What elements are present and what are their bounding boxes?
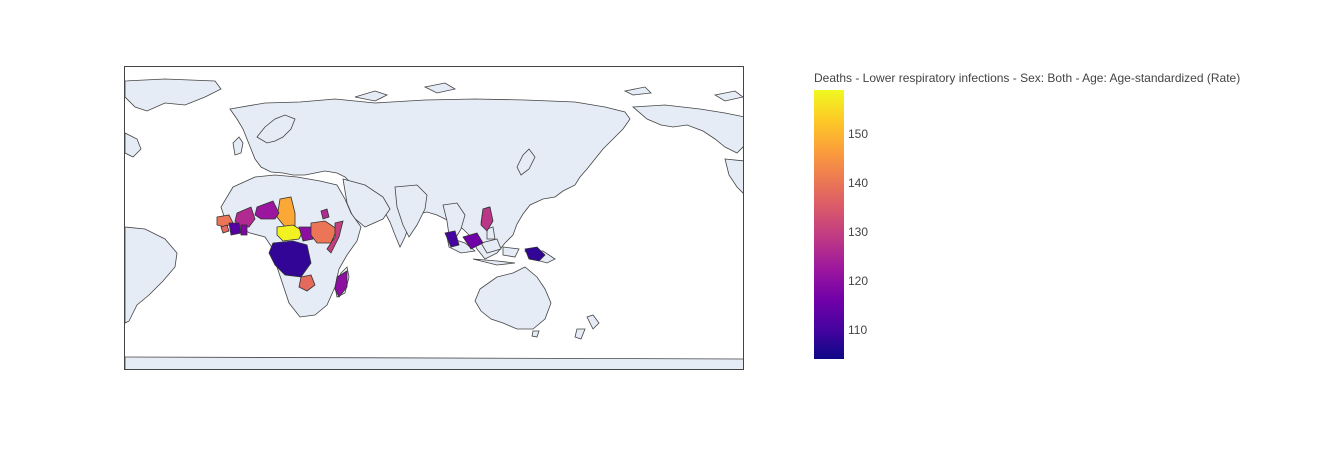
colorbar-tick-label: 130 bbox=[848, 224, 869, 239]
australia bbox=[474, 266, 552, 330]
region-ghana[interactable] bbox=[240, 224, 248, 236]
region-democratic-republic-of-congo[interactable] bbox=[268, 240, 312, 278]
colorbar-tick-label: 120 bbox=[848, 273, 869, 288]
region-somalia[interactable] bbox=[326, 220, 344, 254]
southeast-asia bbox=[442, 202, 466, 240]
region-cote-d-ivoire[interactable] bbox=[228, 222, 242, 236]
region-mali[interactable] bbox=[234, 206, 256, 228]
region-papua-new-guinea[interactable] bbox=[524, 246, 546, 262]
central-america-edge bbox=[125, 132, 142, 158]
british-isles bbox=[232, 136, 244, 156]
south-america-edge bbox=[125, 226, 178, 324]
colorbar bbox=[814, 90, 844, 359]
region-indonesia[interactable] bbox=[462, 232, 484, 250]
alaska bbox=[631, 104, 743, 154]
japan bbox=[516, 148, 536, 176]
eurasia-landmass bbox=[229, 98, 631, 260]
new-zealand bbox=[574, 314, 600, 340]
world-map[interactable] bbox=[125, 67, 744, 370]
antarctica-edge bbox=[125, 356, 743, 369]
colorbar-tick-label: 110 bbox=[848, 322, 868, 337]
region-madagascar[interactable] bbox=[334, 270, 348, 298]
greenland-edge bbox=[125, 78, 222, 112]
region-central-african-republic[interactable] bbox=[276, 224, 304, 242]
india bbox=[394, 184, 428, 238]
region-eritrea[interactable] bbox=[320, 208, 330, 220]
scandinavia bbox=[256, 114, 296, 144]
colorbar-tick-label: 140 bbox=[848, 175, 869, 190]
region-philippines[interactable] bbox=[480, 206, 494, 232]
region-zimbabwe[interactable] bbox=[298, 274, 316, 292]
indonesia-islands bbox=[446, 236, 520, 266]
arctic-islands bbox=[354, 82, 743, 102]
tasmania bbox=[531, 330, 540, 338]
north-america-edge bbox=[724, 158, 743, 194]
region-south-sudan[interactable] bbox=[298, 226, 314, 242]
colorbar-title: Deaths - Lower respiratory infections - … bbox=[814, 71, 1241, 85]
region-niger[interactable] bbox=[254, 200, 280, 220]
map-frame[interactable] bbox=[124, 66, 744, 370]
colorbar-tick-label: 150 bbox=[848, 127, 869, 142]
region-sierra-leone[interactable] bbox=[220, 224, 230, 234]
region-malaysia[interactable] bbox=[444, 230, 460, 248]
